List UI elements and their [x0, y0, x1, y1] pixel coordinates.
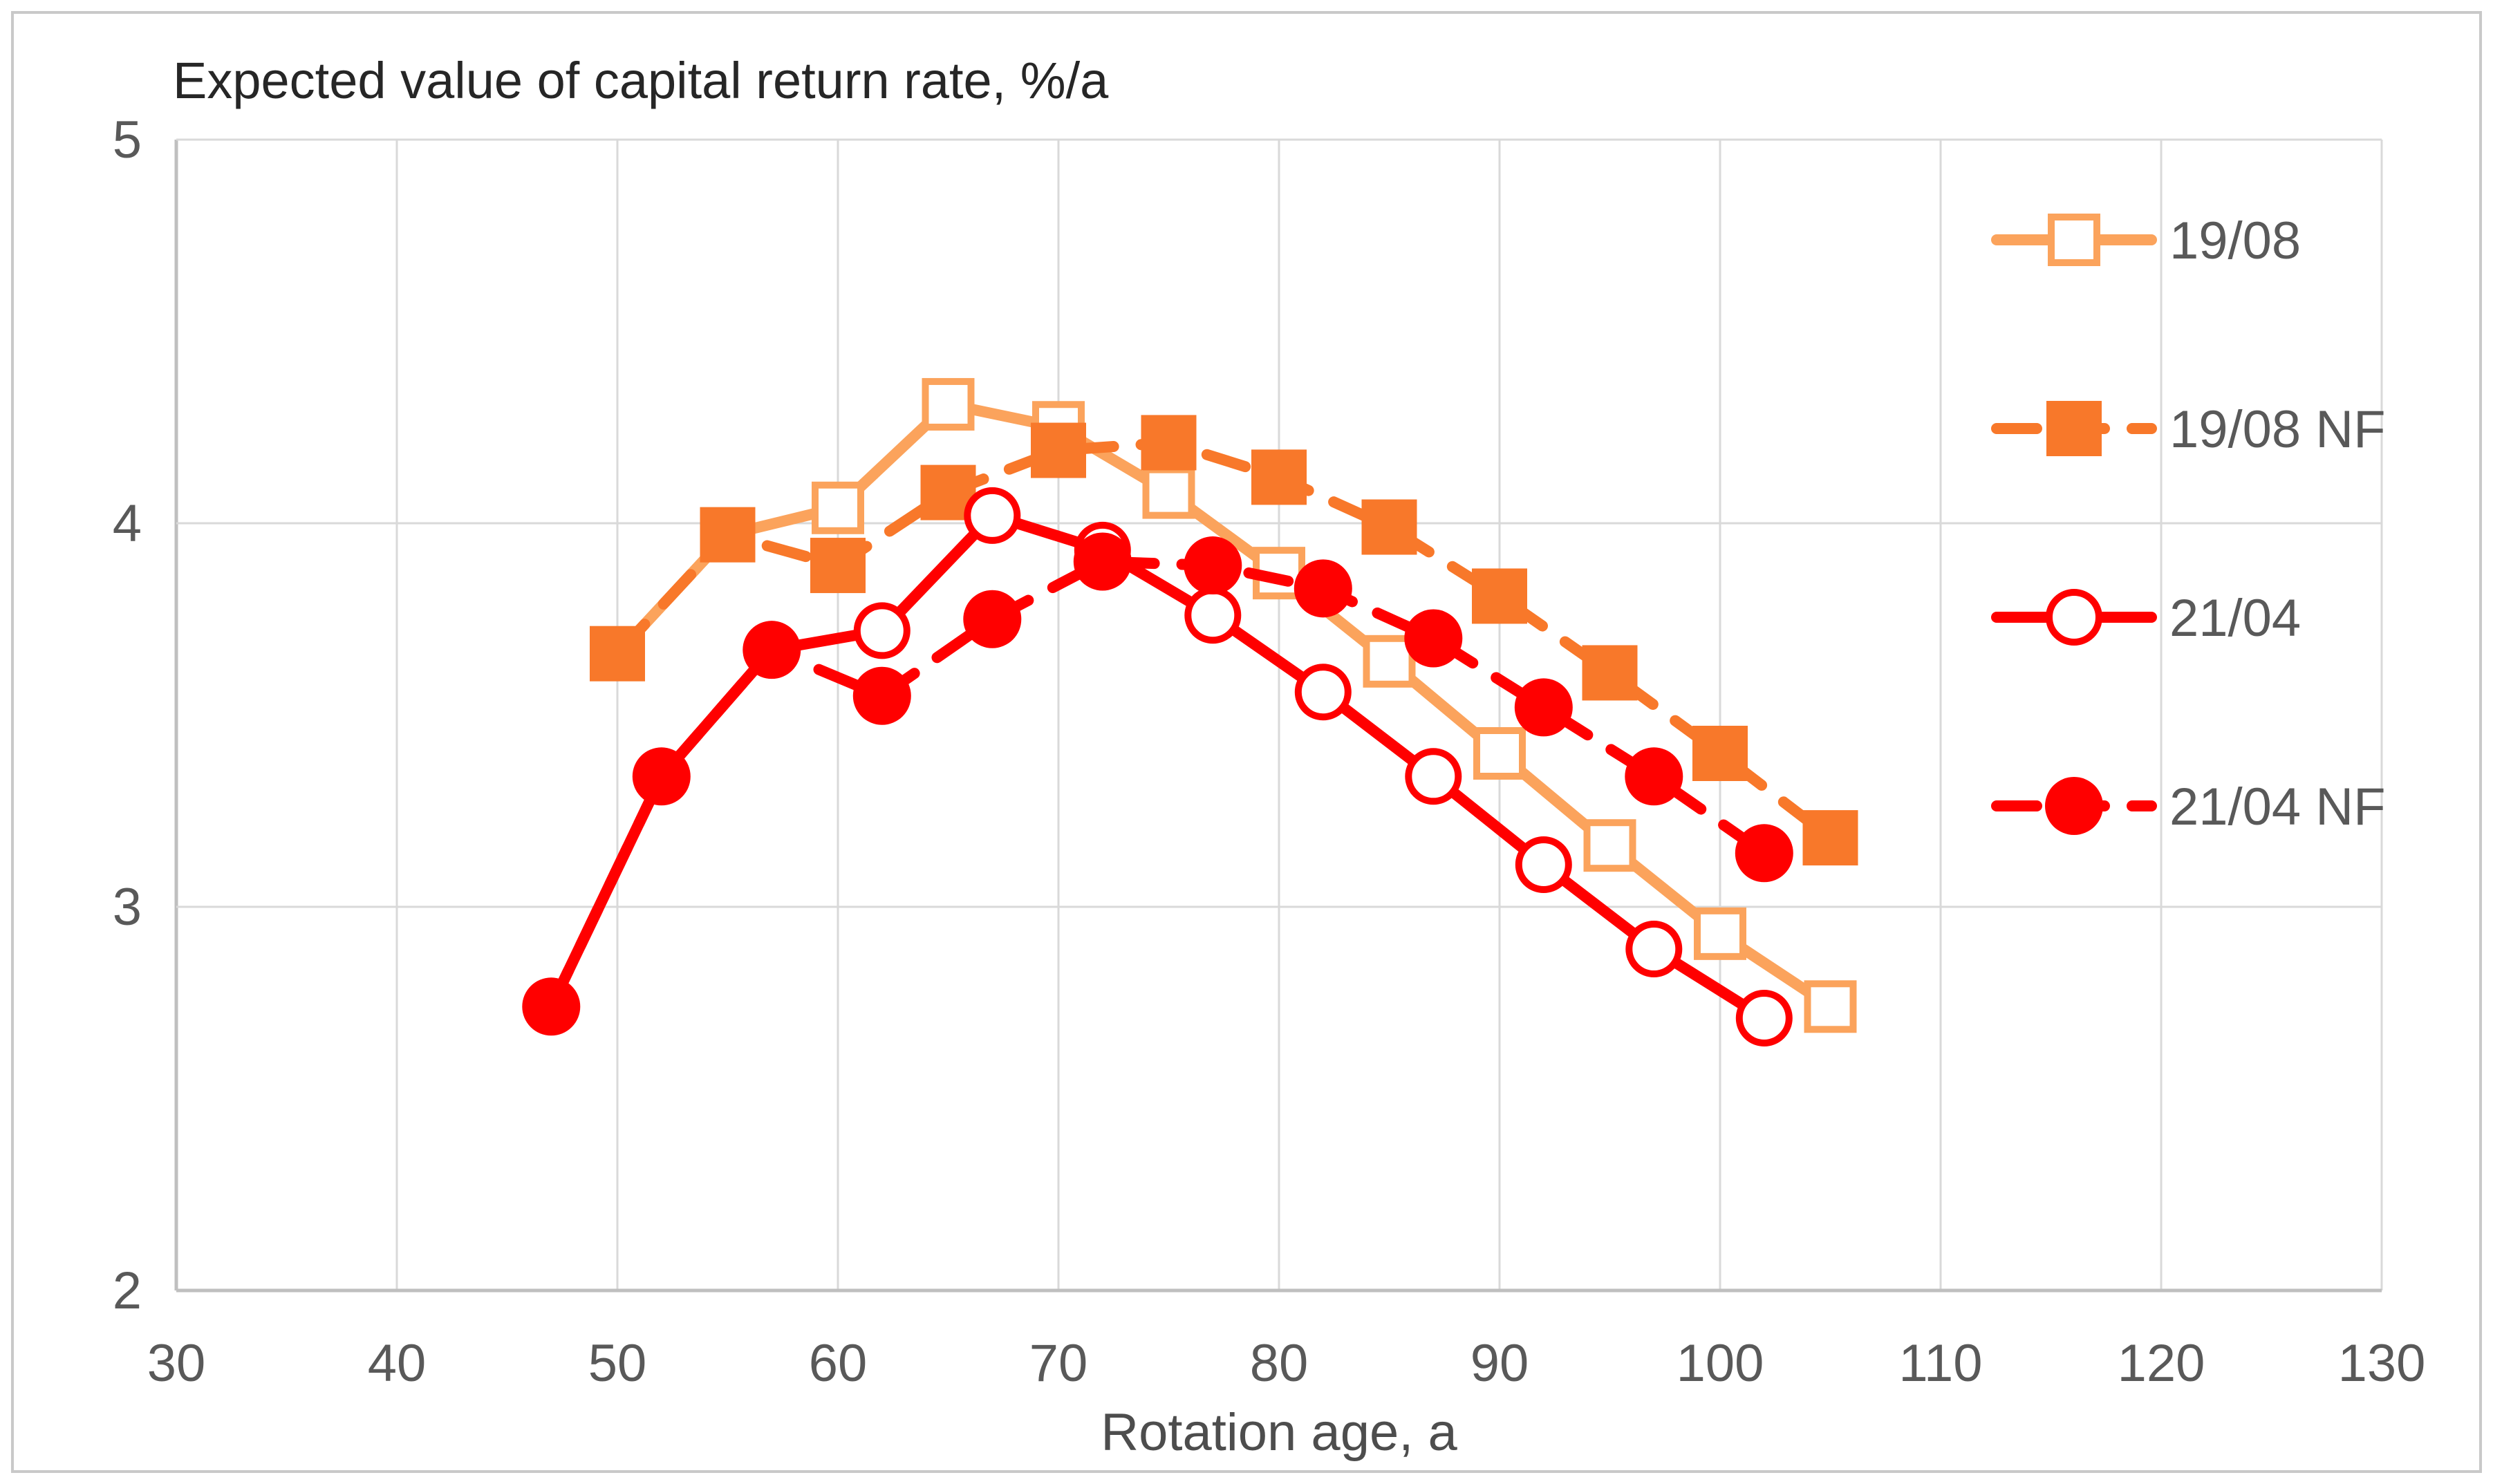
x-tick-label: 120 [2118, 1334, 2205, 1393]
legend-item-21-04-nf-label: 21/04 NF [2169, 778, 2386, 836]
series-19-08-marker [1583, 819, 1636, 872]
series-19-08-nf-marker [1251, 449, 1307, 505]
series-19-08-nf-marker [1472, 568, 1527, 624]
figure-border [11, 11, 2482, 1473]
series-21-04-marker [1405, 748, 1462, 805]
series-21-04-marker [964, 487, 1021, 544]
legend-item-21-04: 21/04 [1991, 589, 2301, 648]
legend-item-21-04-nf-marker [2045, 777, 2103, 835]
x-tick-label: 80 [1250, 1334, 1309, 1393]
series-21-04-marker [1625, 921, 1683, 978]
series-19-08-nf [590, 415, 1858, 866]
x-axis-title: Rotation age, a [1101, 1403, 1457, 1462]
x-tick-label: 90 [1470, 1334, 1529, 1393]
legend-item-19-08: 19/08 [1991, 212, 2301, 270]
series-layer [522, 377, 1858, 1046]
series-21-04-marker [1735, 989, 1793, 1046]
x-tick-label: 130 [2338, 1334, 2426, 1393]
series-19-08-nf-marker [1582, 645, 1638, 701]
legend-item-21-04-nf: 21/04 NF [1991, 777, 2386, 836]
series-19-08-marker [1363, 635, 1416, 688]
legend-item-19-08-marker [2048, 214, 2100, 266]
x-tick-label: 50 [588, 1334, 647, 1393]
x-tick-label: 70 [1029, 1334, 1088, 1393]
legend-item-19-08-label: 19/08 [2169, 212, 2301, 270]
series-19-08-nf-marker [810, 538, 866, 594]
series-21-04-marker [1184, 587, 1242, 644]
legend: 19/08 19/08 NF 21/04 21/04 NF [1991, 212, 2386, 836]
y-tick-label: 5 [113, 111, 142, 169]
series-21-04-nf-marker [1294, 559, 1352, 618]
y-tick-label: 4 [113, 494, 142, 553]
series-21-04-nf-marker [1625, 747, 1683, 806]
series-19-08-nf-marker [1692, 726, 1748, 781]
series-19-08-marker [922, 377, 975, 431]
legend-item-19-08-nf: 19/08 NF [1991, 400, 2386, 459]
series-21-04-nf-marker [963, 590, 1022, 648]
series-21-04-marker [1294, 664, 1352, 721]
chart-title: Expected value of capital return rate, %… [173, 52, 1109, 109]
x-tick-label: 40 [368, 1334, 427, 1393]
series-19-08-marker [1804, 980, 1857, 1033]
series-19-08-marker [812, 481, 864, 534]
series-21-04-nf-marker [1735, 824, 1793, 883]
series-19-08-nf-marker [700, 507, 756, 563]
series-21-04-line [545, 509, 1770, 1024]
series-21-04-nf-marker [1184, 536, 1242, 595]
x-tick-label: 30 [147, 1334, 206, 1393]
series-19-08-nf-marker [1361, 499, 1417, 555]
legend-item-19-08-nf-label: 19/08 NF [2169, 400, 2386, 459]
series-19-08-marker [1142, 466, 1195, 519]
series-21-04-marker [853, 602, 911, 659]
figure-border-line [11, 11, 2482, 1473]
x-tick-label: 110 [1898, 1334, 1982, 1393]
series-21-04 [523, 487, 1793, 1046]
series-21-04-nf-line [545, 556, 1770, 1013]
series-21-04-marker [1515, 836, 1572, 893]
series-19-08-nf-marker [1031, 422, 1086, 478]
series-19-08-marker [1694, 907, 1746, 960]
series-21-04-nf-marker [1514, 678, 1573, 737]
series-19-08-marker [1473, 727, 1526, 780]
series-21-04-nf-marker [632, 747, 691, 806]
series-21-04-nf-marker [1073, 532, 1132, 591]
series-21-04-nf [522, 532, 1793, 1036]
series-21-04-nf-marker [743, 621, 801, 679]
grid-layer [174, 138, 2383, 1293]
x-tick-label: 100 [1677, 1334, 1764, 1393]
x-tick-label: 60 [809, 1334, 868, 1393]
series-21-04-nf-marker [1404, 609, 1463, 668]
legend-item-21-04-marker [2046, 589, 2102, 646]
y-tick-label: 2 [113, 1261, 142, 1320]
tick-label-layer: 30 40 50 60 70 80 90 100 110 120 130 2 3 4 5 [113, 111, 2426, 1393]
y-tick-label: 3 [113, 878, 142, 937]
series-21-04-nf-marker [852, 666, 911, 725]
series-19-08-nf-marker [1802, 810, 1858, 866]
series-19-08-nf-marker [1141, 415, 1197, 471]
legend-item-19-08-nf-marker [2046, 401, 2102, 456]
series-19-08-nf-marker [590, 626, 645, 682]
series-21-04-nf-marker [522, 977, 581, 1036]
legend-item-21-04-label: 21/04 [2169, 589, 2301, 648]
